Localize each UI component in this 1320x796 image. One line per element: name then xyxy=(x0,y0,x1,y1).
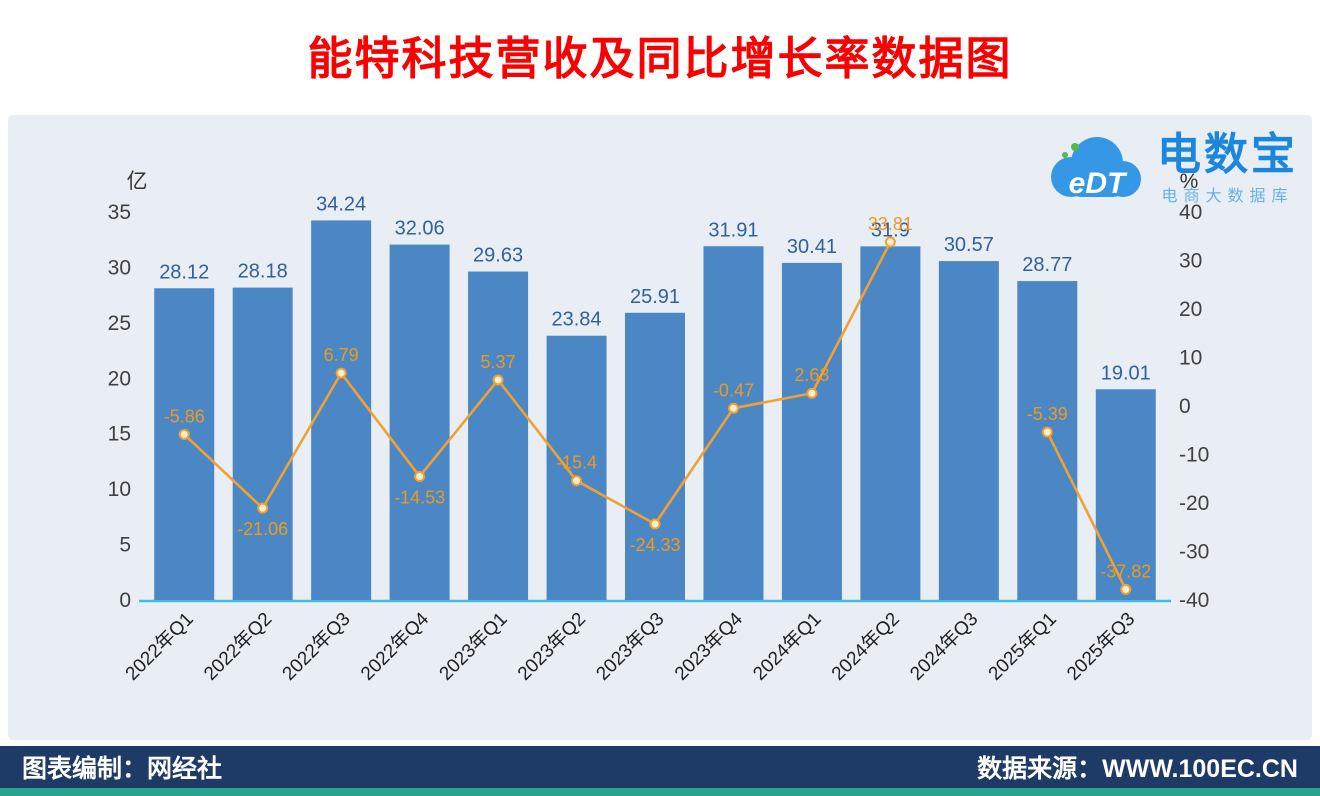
logo-cloud-icon: eDT xyxy=(1051,137,1141,200)
x-axis-label: 2025年Q1 xyxy=(984,608,1061,685)
line-value-label: -21.06 xyxy=(237,519,288,539)
x-axis-label: 2023年Q3 xyxy=(592,608,669,685)
bar-value-label: 25.91 xyxy=(630,286,680,308)
left-axis-tick: 10 xyxy=(108,478,131,501)
x-axis-label: 2022年Q1 xyxy=(121,608,198,685)
footer-credit: 图表编制：网经社 xyxy=(22,755,223,783)
line-value-label: -15.4 xyxy=(556,453,597,473)
right-axis-tick: -10 xyxy=(1179,444,1209,467)
bar-value-label: 32.06 xyxy=(395,218,445,240)
revenue-bar xyxy=(546,335,607,600)
revenue-bar xyxy=(938,261,999,600)
line-point xyxy=(335,367,347,379)
footer-source: 数据来源：WWW.100EC.CN xyxy=(977,755,1298,783)
right-axis-tick: 30 xyxy=(1179,250,1202,273)
revenue-bar xyxy=(703,246,764,600)
page-title: 能特科技营收及同比增长率数据图 xyxy=(307,33,1013,84)
x-axis-label: 2022年Q3 xyxy=(278,608,355,685)
growth-line xyxy=(1046,431,1127,591)
left-axis-unit: 亿 xyxy=(127,170,148,193)
logo-subtitle: 电商大数据库 xyxy=(1161,188,1294,206)
line-point xyxy=(727,402,739,414)
x-axis-label: 2023年Q1 xyxy=(435,608,512,685)
growth-line xyxy=(183,241,892,526)
revenue-bar xyxy=(1017,281,1078,600)
revenue-bar xyxy=(232,287,293,600)
x-axis-label: 2024年Q2 xyxy=(827,608,904,685)
revenue-bar xyxy=(389,244,450,601)
left-axis-tick: 0 xyxy=(119,589,131,612)
line-point xyxy=(649,518,661,530)
bar-value-label: 30.57 xyxy=(944,234,994,256)
x-axis-label: 2023年Q2 xyxy=(513,608,590,685)
line-point xyxy=(1120,583,1132,595)
bar-value-label: 34.24 xyxy=(316,193,366,215)
logo: eDT 电数宝 电商大数据库 xyxy=(1035,127,1298,211)
revenue-bar xyxy=(311,220,372,600)
right-axis-tick: 0 xyxy=(1179,395,1191,418)
line-value-label: 5.37 xyxy=(481,352,516,372)
chart-canvas: 亿 % 0 5 10 15 20 25 30 35 -40 -30 -20 -10 0 10 20 30 40 28.… xyxy=(108,170,1210,685)
line-value-label: 33.81 xyxy=(868,214,913,234)
right-axis-tick: 20 xyxy=(1179,298,1202,321)
bar-value-label: 28.12 xyxy=(159,261,209,283)
x-axis-label: 2023年Q4 xyxy=(670,608,747,685)
left-axis-tick: 30 xyxy=(108,256,131,279)
revenue-bar xyxy=(781,262,842,600)
bar-value-label: 29.63 xyxy=(473,245,523,267)
line-value-label: -14.53 xyxy=(394,487,445,507)
line-point xyxy=(571,475,583,487)
bar-value-label: 19.01 xyxy=(1101,362,1151,384)
line-point xyxy=(492,374,504,386)
x-axis-label: 2025年Q3 xyxy=(1062,608,1139,685)
line-value-label: 6.79 xyxy=(324,345,359,365)
logo-cloud-text: eDT xyxy=(1069,167,1128,200)
line-value-label: -37.82 xyxy=(1100,561,1151,581)
bar-value-label: 31.9 xyxy=(871,219,910,241)
x-axis-label: 2024年Q1 xyxy=(749,608,826,685)
bar-value-label: 31.91 xyxy=(708,219,758,241)
line-value-label: -5.86 xyxy=(164,406,205,426)
line-point xyxy=(884,236,896,248)
revenue-bar xyxy=(1095,389,1156,600)
line-value-label: -5.39 xyxy=(1027,404,1068,424)
line-point xyxy=(257,502,269,514)
right-axis-tick: -40 xyxy=(1179,589,1209,612)
line-value-label: 2.63 xyxy=(794,365,829,385)
bar-value-label: 28.18 xyxy=(238,261,288,283)
left-axis-tick: 5 xyxy=(119,534,131,557)
right-axis-tick: -20 xyxy=(1179,492,1209,515)
left-axis-tick: 20 xyxy=(108,367,131,390)
revenue-bar xyxy=(860,246,921,600)
footer-strip xyxy=(0,788,1320,796)
line-value-label: -24.33 xyxy=(629,535,680,555)
footer: 图表编制：网经社 数据来源：WWW.100EC.CN xyxy=(0,746,1320,788)
left-axis-tick: 35 xyxy=(108,201,131,224)
line-point xyxy=(1041,426,1053,438)
right-axis-unit: % xyxy=(1180,170,1199,193)
right-axis-tick: -30 xyxy=(1179,541,1209,564)
revenue-bar xyxy=(154,288,215,600)
chart-panel: eDT 电数宝 电商大数据库 亿% 0 5 10 15 20 25 30 35 -40 -30 -20… xyxy=(8,115,1312,740)
right-axis-tick: 10 xyxy=(1179,347,1202,370)
logo-text: 电数宝 电商大数据库 xyxy=(1157,129,1298,206)
line-point xyxy=(178,428,190,440)
line-point xyxy=(414,470,426,482)
line-point xyxy=(806,387,818,399)
line-value-label: -0.47 xyxy=(713,380,754,400)
left-axis-tick: 25 xyxy=(108,312,131,335)
right-axis-tick: 40 xyxy=(1179,201,1202,224)
bar-value-label: 30.41 xyxy=(787,236,837,258)
revenue-bar xyxy=(625,312,685,600)
x-axis-label: 2022年Q4 xyxy=(356,608,433,685)
left-axis-tick: 15 xyxy=(108,423,131,446)
logo-name: 电数宝 xyxy=(1157,129,1298,179)
bar-value-label: 23.84 xyxy=(552,309,602,331)
x-axis-label: 2022年Q2 xyxy=(199,608,276,685)
revenue-bar xyxy=(468,271,529,600)
x-axis-label: 2024年Q3 xyxy=(906,608,983,685)
bar-value-label: 28.77 xyxy=(1022,254,1072,276)
